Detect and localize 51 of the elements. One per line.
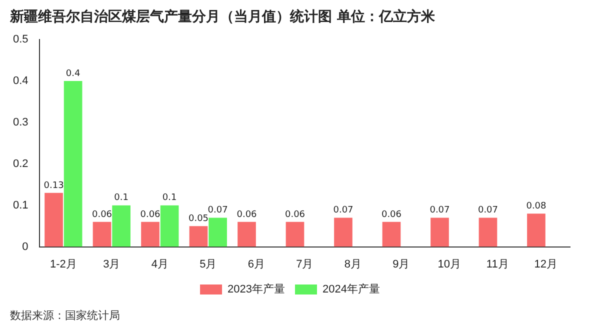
legend-label: 2024年产量 <box>322 282 380 296</box>
bar <box>112 205 130 247</box>
data-label: 0.07 <box>430 206 450 216</box>
data-label: 0.06 <box>236 210 258 220</box>
chart-title: 新疆维吾尔自治区煤层气产量分月（当月值）统计图 单位：亿立方米 <box>10 8 435 26</box>
data-label: 0.06 <box>284 210 306 220</box>
data-label: 0.1 <box>114 193 128 204</box>
y-tick-label: 0.1 <box>12 199 28 212</box>
y-tick-label: 0 <box>22 240 28 253</box>
bar <box>334 218 352 247</box>
bar <box>527 214 546 247</box>
bar <box>92 222 112 247</box>
data-label: 0.07 <box>333 206 354 216</box>
bar <box>189 226 208 247</box>
bar <box>382 222 401 247</box>
bar <box>286 222 304 247</box>
bar <box>160 205 179 247</box>
data-label: 0.07 <box>208 206 228 216</box>
data-label: 0.06 <box>140 210 161 220</box>
x-tick-label: 7月 <box>296 258 314 270</box>
bar <box>430 218 449 247</box>
data-label: 0.06 <box>92 210 112 220</box>
bar <box>141 222 160 247</box>
x-tick-label: 3月 <box>103 258 120 270</box>
bar <box>478 218 498 247</box>
data-label: 0.07 <box>478 206 498 216</box>
data-label: 0.4 <box>66 68 80 79</box>
x-tick-label: 5月 <box>200 258 217 270</box>
bar <box>208 218 227 247</box>
x-tick-label: 12月 <box>534 258 558 270</box>
y-tick-label: 0.3 <box>12 116 28 129</box>
bar <box>44 192 63 247</box>
x-tick-label: 4月 <box>151 258 168 270</box>
x-tick-label: 1-2月 <box>50 258 77 270</box>
data-label: 0.13 <box>44 180 64 191</box>
legend-label: 2023年产量 <box>228 282 286 296</box>
x-tick-label: 9月 <box>392 258 410 270</box>
y-tick-label: 0.2 <box>12 158 28 170</box>
y-tick-label: 0.4 <box>12 75 28 88</box>
bar <box>64 81 82 247</box>
data-label: 0.06 <box>381 210 402 220</box>
data-label: 0.08 <box>526 201 547 212</box>
bar <box>238 222 256 247</box>
data-label: 0.1 <box>162 193 177 204</box>
x-tick-label: 10月 <box>438 258 462 270</box>
data-label: 0.05 <box>188 214 209 224</box>
y-tick-label: 0.5 <box>12 34 28 46</box>
x-tick-label: 11月 <box>486 258 509 270</box>
source-note: 数据来源：国家统计局 <box>10 308 120 323</box>
x-tick-label: 6月 <box>248 258 265 270</box>
x-tick-label: 8月 <box>344 258 362 270</box>
